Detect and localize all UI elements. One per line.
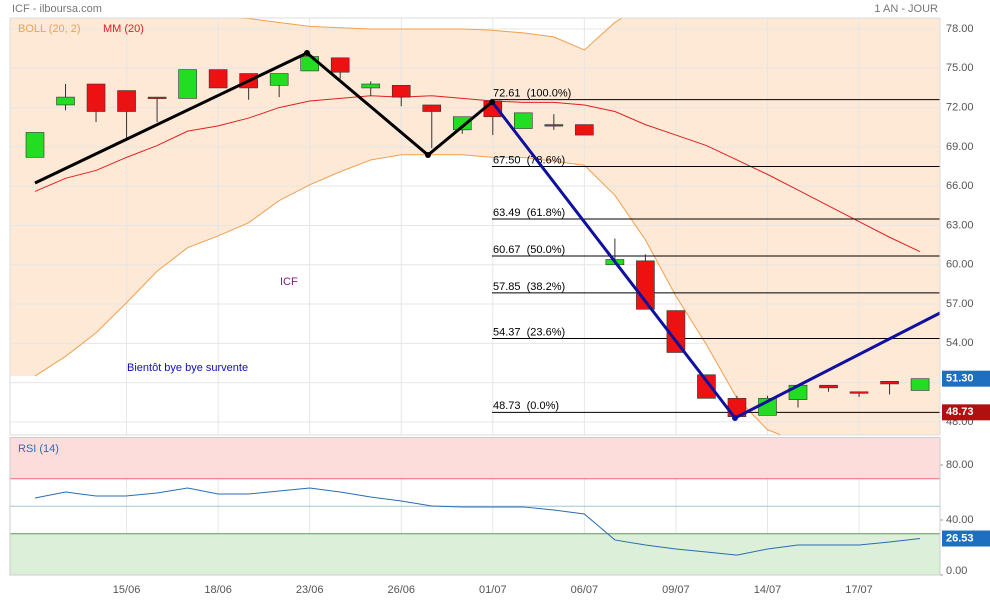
price-panel: 72.61 (100.0%) 67.50 (78.6%) 63.49 (61.8%)… <box>10 18 940 435</box>
fib-label: 57.85 (38.2%) <box>493 281 565 293</box>
y-tick-label: 78.00 <box>946 23 974 35</box>
rsi-panel: 0.00 40.00 80.00 RSI (14) 26.53 <box>9 437 990 577</box>
x-tick-label: 01/07 <box>479 584 507 596</box>
y-tick-label: 0.00 <box>946 565 967 577</box>
candle-body <box>208 69 228 89</box>
x-tick-label: 06/07 <box>571 584 599 596</box>
header-bar <box>0 0 990 17</box>
candle-body <box>514 112 533 129</box>
y-tick-label: 75.00 <box>946 62 974 74</box>
fib-label: 72.61 (100.0%) <box>493 87 571 99</box>
boll-lower <box>34 154 783 435</box>
y-tick-label: 40.00 <box>946 514 974 526</box>
candle-body <box>391 85 411 98</box>
arrow-head <box>304 50 310 56</box>
boll-upper <box>224 18 623 51</box>
annotation-ticker: ICF <box>280 276 298 288</box>
oversold-zone <box>10 533 940 575</box>
chart-subtitle: 1 AN - JOUR <box>874 3 938 15</box>
overlay-layer: ICF Bientôt bye bye survente <box>34 50 941 421</box>
candle-body <box>697 374 716 399</box>
candle-body <box>117 90 136 112</box>
candle-body <box>269 73 289 86</box>
rsi-frame <box>9 437 941 576</box>
y-tick-label: 69.00 <box>946 141 974 153</box>
y-tick-label: 57.00 <box>946 298 974 310</box>
x-tick-label: 15/06 <box>113 584 141 596</box>
candle-body <box>575 124 594 136</box>
last-price-box <box>942 370 990 387</box>
moving-average <box>34 95 921 253</box>
legend-entry: BOLL (20, 2) <box>18 23 81 35</box>
x-tick-label: 23/06 <box>296 584 324 596</box>
candle-body <box>544 124 564 127</box>
x-tick-label: 18/06 <box>204 584 232 596</box>
legend-entry: MM (20) <box>103 23 144 35</box>
y-tick-label: 54.00 <box>946 337 974 349</box>
candle-body <box>452 116 472 131</box>
low-price-box <box>942 404 990 421</box>
y-tick-label: 80.00 <box>946 459 974 471</box>
chart-title: ICF - ilboursa.com <box>12 3 102 15</box>
candle-body <box>361 83 381 89</box>
arrow-head <box>425 152 431 158</box>
y-tick-label: 72.00 <box>946 101 974 113</box>
x-tick-label: 17/07 <box>845 584 873 596</box>
x-tick-label: 09/07 <box>662 584 690 596</box>
candle-body <box>56 96 75 106</box>
rsi-line <box>34 487 921 556</box>
overbought-zone <box>10 437 940 479</box>
last-price-label: 51.30 <box>946 373 974 385</box>
rsi-value-label: 26.53 <box>946 532 974 544</box>
candle-body <box>25 132 45 158</box>
candle-body <box>910 378 930 391</box>
fib-label: 67.50 (78.6%) <box>493 154 565 166</box>
arrow-head <box>732 415 738 421</box>
candle-body <box>819 384 838 389</box>
candle-body <box>849 391 869 394</box>
candle-body <box>330 57 350 73</box>
rsi-label: RSI (14) <box>18 443 59 455</box>
fib-label: 54.37 (23.6%) <box>493 326 565 338</box>
low-price-label: 48.73 <box>946 406 974 418</box>
trend-arrow <box>34 51 493 185</box>
candle-body <box>147 96 167 99</box>
y-tick-label: 66.00 <box>946 180 974 192</box>
y-tick-label: 63.00 <box>946 219 974 231</box>
x-tick-label: 26/06 <box>387 584 415 596</box>
fib-label: 63.49 (61.8%) <box>493 207 565 219</box>
arrow-head <box>489 99 495 105</box>
x-tick-label: 14/07 <box>754 584 782 596</box>
y-tick-label: 60.00 <box>946 259 974 271</box>
candle-body <box>178 69 197 99</box>
candle-body <box>422 104 442 112</box>
candle-body <box>86 83 106 112</box>
annotation-text: Bientôt bye bye survente <box>127 362 248 374</box>
fib-label: 48.73 (0.0%) <box>493 400 559 412</box>
candle-body <box>880 381 899 385</box>
rsi-value-box <box>942 530 990 547</box>
band-fill <box>10 18 940 435</box>
fib-label: 60.67 (50.0%) <box>493 244 565 256</box>
price-frame <box>9 17 941 436</box>
